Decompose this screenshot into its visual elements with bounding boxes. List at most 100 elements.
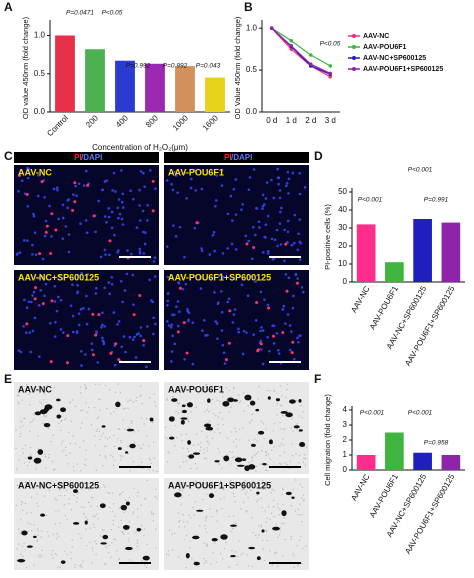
pore [44,416,46,418]
pore [171,533,173,535]
nucleus [193,226,197,230]
pore [178,521,180,523]
pore [182,513,184,516]
nucleus [259,329,262,333]
pore [165,426,167,428]
nucleus [57,217,60,221]
nucleus [113,363,117,367]
pi-cell [41,302,45,306]
pore [205,560,207,562]
pore [260,524,263,526]
nucleus [120,169,123,172]
pore [29,453,31,455]
pore [267,453,270,456]
pore [19,426,22,429]
pore [280,428,282,430]
pore [206,440,208,443]
pore [137,464,140,467]
nucleus [240,283,244,287]
pore [37,435,39,438]
pore [136,508,139,510]
nucleus [165,245,169,248]
pore [128,497,130,499]
pore [243,392,245,394]
pore [297,565,299,567]
pore [292,488,294,491]
cell [168,416,175,422]
nucleus [282,304,286,308]
nucleus [298,192,302,196]
nucleus [23,298,26,302]
bar [356,224,376,282]
nucleus [107,281,111,284]
pi-cell [49,360,53,364]
nucleus [286,313,290,316]
pore [99,454,101,457]
pore [122,533,125,535]
nucleus [297,340,300,344]
pore [52,533,55,536]
nucleus [262,251,265,254]
pore [204,457,206,460]
pore [55,511,57,513]
panel-letter: D [314,149,323,163]
nucleus [37,304,41,307]
pore [117,526,120,528]
pore [104,384,107,387]
nucleus [213,249,216,253]
pore [65,417,67,419]
pore [24,502,27,505]
pore [136,542,139,544]
pore [69,442,72,445]
nucleus [231,219,234,222]
pi-cell [271,334,275,338]
pore [220,498,222,500]
pore [36,528,39,530]
nucleus [245,331,248,334]
pore [195,480,197,483]
nucleus [183,357,186,361]
pore [108,492,111,495]
cell [27,456,33,460]
pore [128,559,131,561]
pore [66,519,68,521]
pore [94,383,97,385]
pi-cell [281,331,285,335]
pore [58,509,60,512]
pore [109,389,111,391]
nucleus [41,257,45,261]
cell [56,414,62,419]
pore [52,434,55,436]
pi-cell [284,242,288,246]
pore [85,544,88,547]
pore [183,482,185,484]
pore [122,419,125,421]
pore [40,402,43,404]
pore [247,565,250,567]
x-tick-label: 400 [114,113,130,129]
nucleus [76,273,80,277]
pore [241,489,243,491]
pore [295,400,298,402]
pore [83,463,86,465]
pore [219,400,221,403]
nucleus [30,300,33,304]
pore [33,564,35,566]
nucleus [26,176,30,180]
pi-cell [114,342,118,346]
pore [119,455,122,457]
y-tick-label: 0.5 [34,69,46,78]
pore [146,566,148,569]
nucleus [105,179,108,183]
nucleus [121,223,125,226]
point [269,26,274,30]
pore [96,417,98,420]
pore [90,424,93,426]
pore [21,545,24,548]
pore [262,423,265,425]
pore [284,538,286,541]
pore [145,497,147,500]
pore [296,428,298,430]
pore [65,454,67,457]
pore [90,496,92,499]
